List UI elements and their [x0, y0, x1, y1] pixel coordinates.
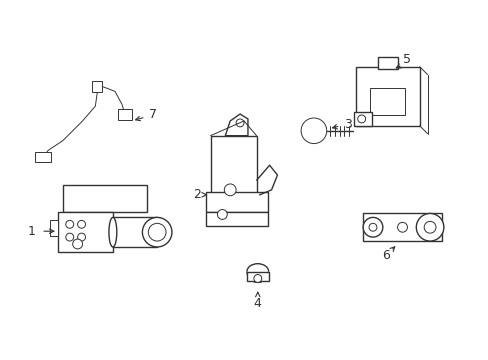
Circle shape [415, 213, 443, 241]
Bar [353, 112, 371, 126]
Bar [210, 136, 256, 212]
Circle shape [305, 122, 322, 140]
Bar [92, 81, 102, 93]
Text: 7: 7 [149, 108, 157, 121]
Circle shape [423, 221, 435, 233]
Text: 1: 1 [27, 225, 35, 238]
Bar [355, 67, 419, 126]
Bar [118, 109, 131, 120]
Polygon shape [225, 114, 247, 136]
Circle shape [142, 217, 172, 247]
Circle shape [301, 118, 326, 144]
Circle shape [368, 223, 376, 231]
Circle shape [78, 233, 85, 241]
Text: 4: 4 [253, 297, 261, 310]
Bar [205, 192, 268, 212]
Circle shape [363, 217, 382, 237]
Text: 2: 2 [192, 188, 200, 201]
Bar [363, 213, 441, 241]
Text: 5: 5 [403, 53, 410, 66]
Bar [205, 212, 268, 226]
Circle shape [73, 239, 82, 249]
Circle shape [66, 220, 74, 228]
Bar [369, 88, 405, 114]
Bar [50, 220, 58, 236]
Circle shape [224, 184, 236, 196]
Circle shape [357, 115, 365, 123]
Text: 6: 6 [381, 249, 389, 262]
Bar [246, 271, 268, 282]
Circle shape [217, 210, 227, 219]
Circle shape [236, 119, 244, 127]
Bar [63, 185, 146, 212]
Circle shape [397, 222, 407, 232]
Ellipse shape [109, 217, 117, 247]
Circle shape [66, 233, 74, 241]
Circle shape [78, 220, 85, 228]
Text: 3: 3 [344, 118, 351, 131]
Bar [58, 212, 113, 252]
Bar [377, 57, 397, 69]
Circle shape [253, 275, 261, 282]
Circle shape [148, 223, 166, 241]
Bar [35, 152, 51, 162]
Bar [113, 217, 157, 247]
